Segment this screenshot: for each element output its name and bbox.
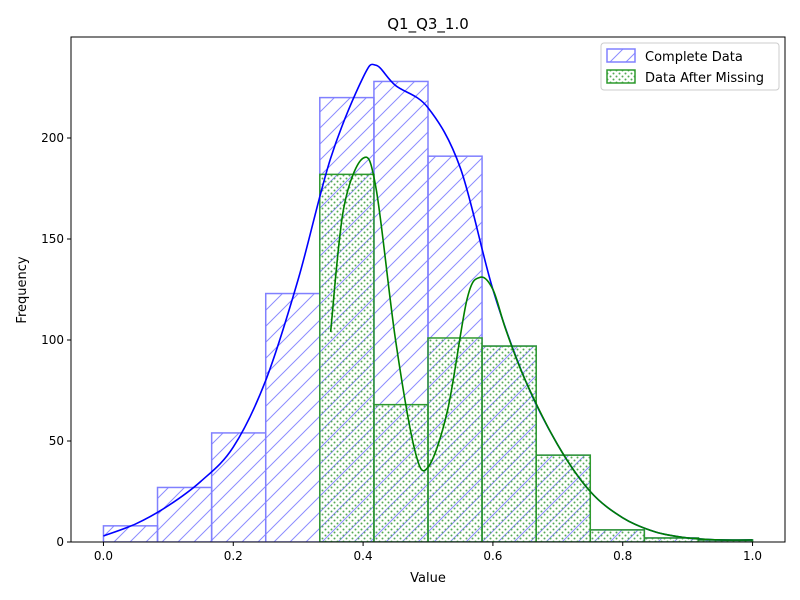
legend-swatch-missing [606,69,636,84]
legend-label-missing: Data After Missing [645,71,764,86]
bar-missing-4 [319,173,375,542]
y-tick-label: 50 [49,434,64,448]
x-tick-label: 1.0 [743,549,762,563]
bar-missing-5 [373,403,429,542]
bar-missing-9 [589,529,646,542]
bar-complete-2 [210,432,267,542]
legend-box [600,42,780,91]
plot-frame [70,36,786,543]
bar-missing-8 [535,454,592,542]
kde-curve-missing [329,156,753,541]
bar-complete-3 [264,292,321,542]
y-axis-ticks: 0 50 100 150 200 [41,131,71,549]
bars-layer [102,80,754,542]
y-tick-label: 200 [41,131,64,145]
x-tick-label: 0.0 [94,549,113,563]
y-tick-label: 100 [41,333,64,347]
y-tick-label: 150 [41,232,64,246]
kde-layer [103,63,753,541]
bar-complete-1 [156,486,213,542]
bar-missing-7 [481,345,537,542]
x-axis-label: Value [410,571,446,586]
legend-label-complete: Complete Data [645,50,743,65]
y-tick-label: 0 [56,535,64,549]
x-tick-label: 0.8 [613,549,632,563]
x-tick-label: 0.4 [354,549,373,563]
y-axis-label: Frequency [15,256,30,323]
x-tick-label: 0.2 [224,549,243,563]
legend-swatch-complete [606,48,636,63]
legend: Complete Data Data After Missing [600,42,780,91]
chart-title: Q1_Q3_1.0 [387,15,469,34]
x-axis-ticks: 0.0 0.2 0.4 0.6 0.8 1.0 [94,542,762,563]
x-tick-label: 0.6 [483,549,502,563]
